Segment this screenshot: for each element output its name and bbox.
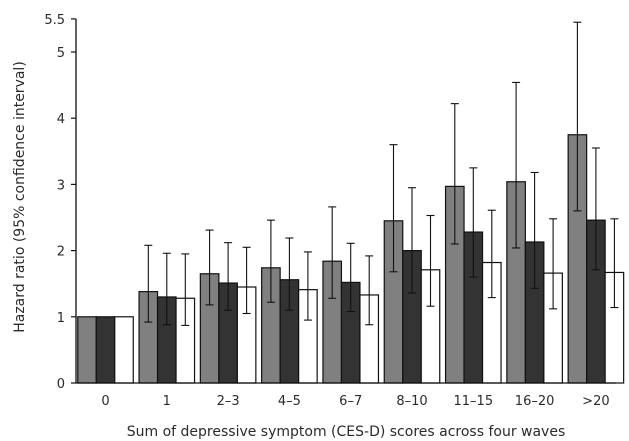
y-tick-label-3: 3: [57, 178, 65, 193]
x-tick-label-2: 2–3: [217, 394, 240, 409]
x-tick-label-3: 4–5: [278, 394, 301, 409]
x-tick-label-6: 11–15: [454, 394, 494, 409]
x-tick-label-5: 8–10: [396, 394, 427, 409]
x-tick-label-8: >20: [582, 394, 609, 409]
y-tick-label-0: 0: [57, 377, 65, 392]
y-tick-label-2: 2: [57, 245, 65, 260]
y-axis-title: Hazard ratio (95% confidence interval): [12, 61, 28, 333]
x-axis-title: Sum of depressive symptom (CES-D) scores…: [127, 424, 566, 440]
bar-3-0: [114, 316, 134, 384]
y-tick-label-4: 4: [57, 112, 65, 127]
y-tick-label-1: 1: [57, 311, 65, 326]
errorbars-layer: [144, 21, 619, 326]
axes-layer: 0 1 2–3 4–5 6–7 8–10 11–15 16–20 >20 0 1 2 3 4 5 5.5: [44, 13, 616, 409]
y-tick-label-6: 5.5: [44, 13, 65, 28]
x-tick-label-4: 6–7: [339, 394, 362, 409]
bar-2-0: [95, 316, 116, 384]
y-tick-label-5: 5: [57, 46, 65, 61]
bar-1-0: [77, 316, 97, 384]
x-tick-label-0: 0: [101, 394, 109, 409]
x-tick-label-1: 1: [163, 394, 171, 409]
x-tick-label-7: 16–20: [515, 394, 555, 409]
